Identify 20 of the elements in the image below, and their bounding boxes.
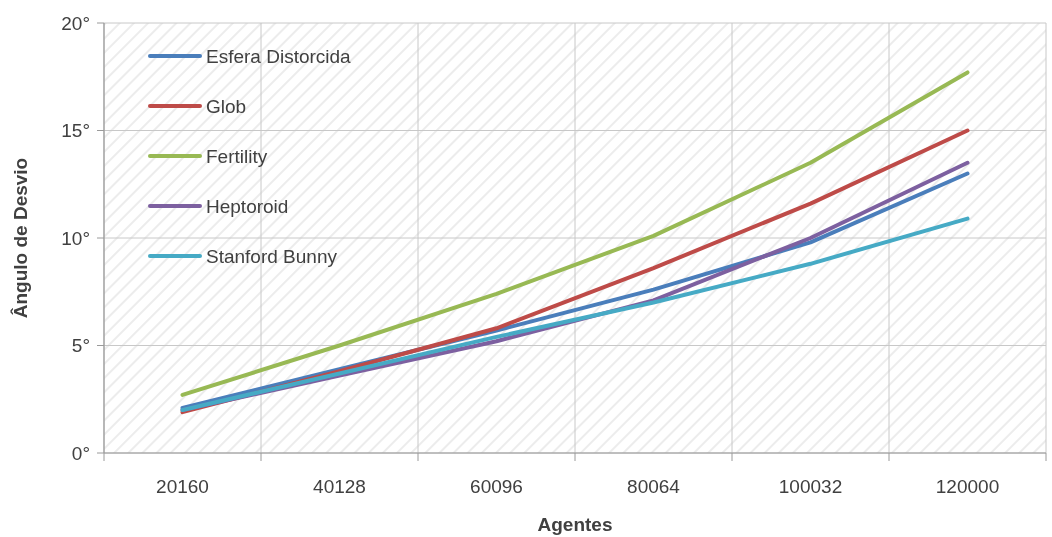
- x-tick-label: 40128: [313, 476, 366, 497]
- legend-label: Heptoroid: [206, 195, 289, 217]
- x-tick-label: 80064: [627, 476, 681, 497]
- line-series: [180, 70, 970, 397]
- line-series: [180, 216, 970, 412]
- legend-label: Esfera Distorcida: [206, 45, 352, 67]
- x-tick-label: 20160: [156, 476, 209, 497]
- y-tick-label: 0°: [71, 442, 90, 464]
- legend-label: Fertility: [206, 145, 268, 167]
- y-tick-label: 5°: [71, 335, 90, 357]
- legend-label: Stanford Bunny: [206, 245, 338, 267]
- x-tick-label: 60096: [470, 476, 523, 497]
- x-tick-label: 100032: [778, 476, 843, 497]
- x-tick-label: 120000: [935, 476, 1000, 497]
- y-tick-label: 15°: [61, 120, 90, 142]
- y-tick-label: 20°: [61, 12, 90, 34]
- x-axis-title: Agentes: [537, 514, 613, 535]
- y-tick-label: 10°: [61, 227, 90, 249]
- legend-label: Glob: [206, 95, 247, 117]
- y-axis-title: Ângulo de Desvio: [10, 157, 31, 319]
